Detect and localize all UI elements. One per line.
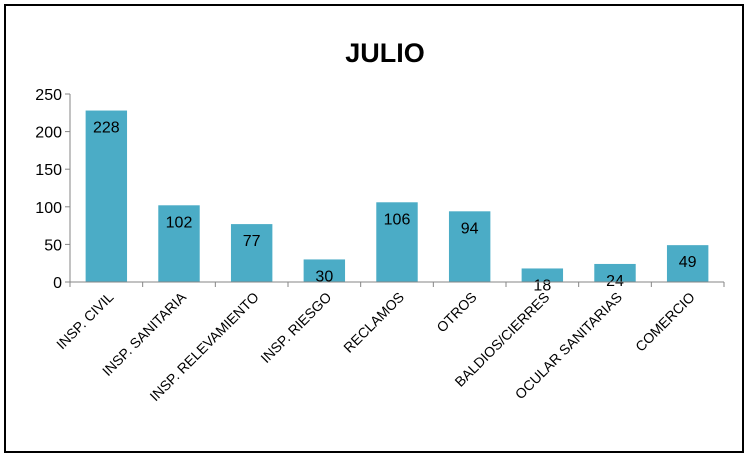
- category-label: RECLAMOS: [340, 289, 407, 356]
- data-label: 30: [315, 268, 333, 285]
- category-label: INSP. CIVIL: [53, 289, 117, 353]
- category-label: COMERCIO: [632, 289, 698, 355]
- category-label: INSP. RIESGO: [257, 289, 334, 366]
- data-label: 24: [606, 273, 624, 290]
- y-tick-label: 250: [35, 87, 62, 104]
- bar: [85, 110, 128, 282]
- y-tick-label: 0: [53, 275, 62, 292]
- bar: [448, 211, 491, 282]
- chart-title: JULIO: [345, 38, 425, 68]
- y-tick-label: 50: [44, 237, 62, 254]
- bar: [666, 245, 709, 282]
- bar: [303, 259, 346, 282]
- y-axis: 0 50 100 150 200 250: [35, 87, 71, 292]
- data-label: 49: [679, 254, 697, 271]
- data-label: 94: [461, 220, 479, 237]
- bar: [594, 263, 636, 282]
- bar: [230, 224, 273, 282]
- data-label: 102: [166, 214, 193, 231]
- bar: [376, 202, 418, 282]
- data-label: 106: [384, 211, 411, 228]
- category-label: OTROS: [433, 289, 480, 336]
- bar: [158, 205, 200, 282]
- bars: [85, 110, 709, 282]
- y-tick-label: 200: [35, 125, 62, 142]
- y-tick-label: 150: [35, 162, 62, 179]
- bar: [521, 268, 564, 282]
- y-tick-label: 100: [35, 200, 62, 217]
- data-label: 77: [243, 233, 261, 250]
- data-label: 228: [93, 120, 120, 137]
- chart-frame: JULIO 0 50 100 150 200 250 228 102 77 30 106 94 18 2…: [4, 4, 744, 453]
